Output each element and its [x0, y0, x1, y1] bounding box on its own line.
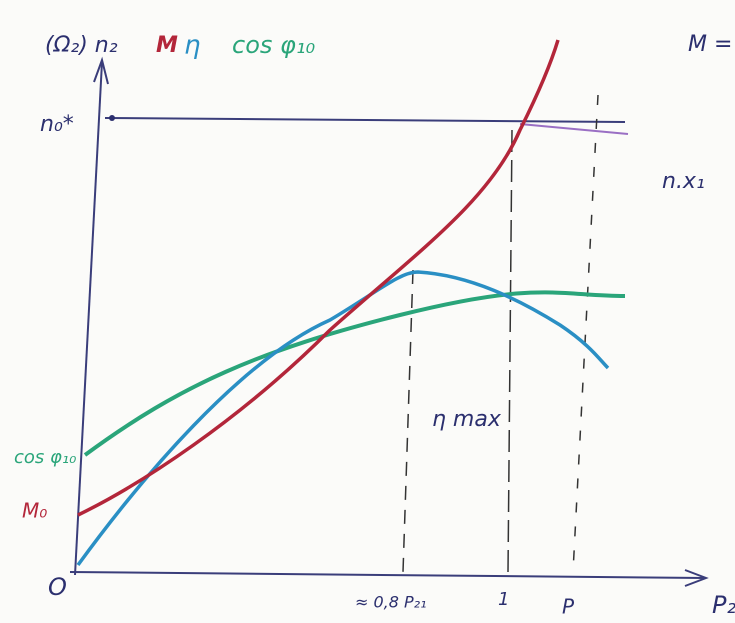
torque-curve — [77, 39, 560, 517]
efficiency-max-label: η max — [432, 407, 502, 432]
synchronous-speed-line — [104, 117, 626, 123]
rated-mark: 1 — [498, 589, 509, 610]
x-axis-label: P₂ — [712, 591, 735, 619]
power-factor-curve — [83, 290, 626, 457]
torque-mark: M₀ — [22, 499, 47, 523]
x-axis — [69, 571, 706, 579]
y-axis — [74, 61, 103, 576]
legend-power-factor: cos φ₁₀ — [232, 31, 315, 59]
guide-line — [402, 269, 414, 573]
note: M = — [688, 32, 732, 57]
x-arrow — [684, 569, 709, 587]
point — [109, 115, 115, 121]
power-factor-mark: cos φ₁₀ — [14, 447, 76, 468]
max-efficiency-mark: ≈ 0,8 P₂₁ — [355, 593, 427, 612]
guide-line — [572, 94, 599, 573]
y-arrow — [93, 56, 109, 85]
speed-mark: n₀* — [40, 112, 74, 137]
note: n.x₁ — [662, 169, 705, 194]
efficiency-curve — [76, 270, 610, 567]
speed-curve — [519, 123, 629, 135]
guide-line — [507, 129, 513, 573]
y-axis-label: (Ω₂) n₂ — [45, 33, 118, 58]
power-mark: P — [562, 595, 575, 619]
legend-efficiency: η — [184, 31, 200, 61]
origin-label: O — [48, 573, 67, 601]
legend-torque: M — [156, 33, 178, 58]
